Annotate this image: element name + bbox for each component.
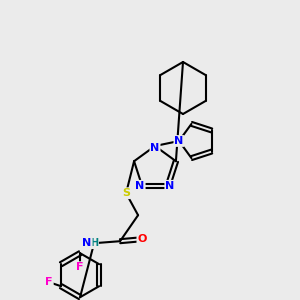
Text: O: O (137, 234, 147, 244)
Text: N: N (165, 181, 175, 191)
Text: H: H (90, 238, 98, 248)
Text: N: N (150, 143, 160, 153)
Text: F: F (45, 277, 53, 287)
Text: N: N (174, 136, 184, 146)
Text: F: F (76, 262, 84, 272)
Text: N: N (82, 238, 92, 248)
Text: S: S (122, 188, 130, 198)
Text: N: N (135, 181, 145, 191)
